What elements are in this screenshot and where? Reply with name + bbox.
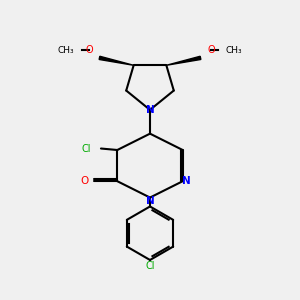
Text: O: O	[207, 45, 215, 56]
Text: O: O	[85, 45, 93, 56]
Polygon shape	[99, 56, 134, 65]
Text: Cl: Cl	[145, 261, 155, 271]
Text: O: O	[80, 176, 89, 186]
Text: N: N	[146, 196, 154, 206]
Text: CH₃: CH₃	[226, 46, 242, 55]
Text: Cl: Cl	[81, 143, 91, 154]
Text: N: N	[146, 105, 154, 115]
Text: N: N	[182, 176, 190, 186]
Text: CH₃: CH₃	[58, 46, 74, 55]
Polygon shape	[166, 56, 201, 65]
